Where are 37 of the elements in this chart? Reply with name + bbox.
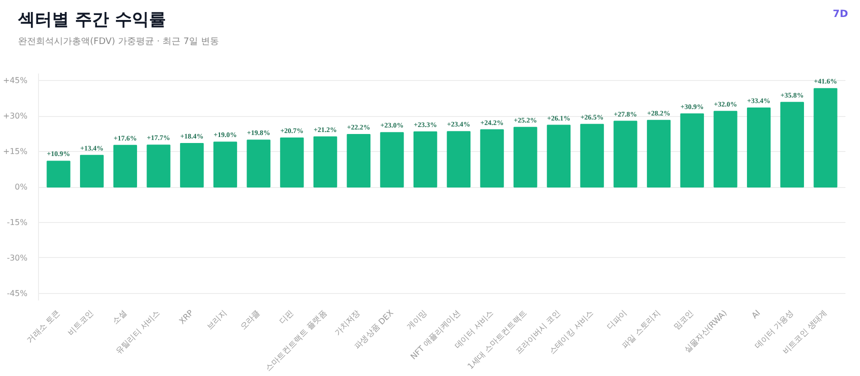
bar bbox=[546, 124, 571, 188]
bar bbox=[146, 144, 170, 188]
bar bbox=[746, 108, 771, 188]
y-tick-label: -15% bbox=[6, 218, 28, 227]
bar bbox=[346, 134, 370, 188]
bar bbox=[680, 113, 704, 188]
bar bbox=[80, 154, 104, 188]
bar bbox=[514, 126, 538, 188]
bar bbox=[213, 142, 238, 188]
bar bbox=[246, 140, 270, 188]
y-tick-label: -45% bbox=[6, 288, 28, 298]
bar bbox=[646, 120, 671, 188]
bar bbox=[280, 138, 304, 188]
y-tick-label: 0% bbox=[14, 182, 28, 192]
bar bbox=[480, 129, 504, 188]
y-tick-label: +15% bbox=[3, 147, 28, 156]
chart-title: 섹터별 주간 수익률 bbox=[18, 9, 167, 32]
bar bbox=[446, 131, 471, 188]
bar bbox=[413, 131, 438, 188]
bar bbox=[180, 142, 204, 188]
y-tick-label: +30% bbox=[3, 112, 28, 121]
bar bbox=[714, 110, 738, 188]
x-tick-label: 소셜 bbox=[110, 308, 128, 326]
chart-subtitle: 완전희석시가총액(FDV) 가중평균 · 최근 7일 변동 bbox=[18, 36, 220, 50]
bar bbox=[46, 160, 70, 188]
bar bbox=[780, 102, 804, 188]
text: 7D bbox=[832, 8, 848, 22]
x-tick-label: AI bbox=[750, 308, 762, 320]
y-tick-label: -30% bbox=[6, 253, 28, 262]
bar bbox=[580, 124, 604, 188]
bar bbox=[313, 136, 338, 188]
x-tick-label: 디핀 bbox=[277, 308, 296, 326]
bar bbox=[814, 88, 838, 188]
bar bbox=[113, 144, 138, 188]
bar bbox=[380, 132, 404, 188]
bar bbox=[614, 120, 638, 188]
y-tick-label: +45% bbox=[3, 76, 28, 86]
